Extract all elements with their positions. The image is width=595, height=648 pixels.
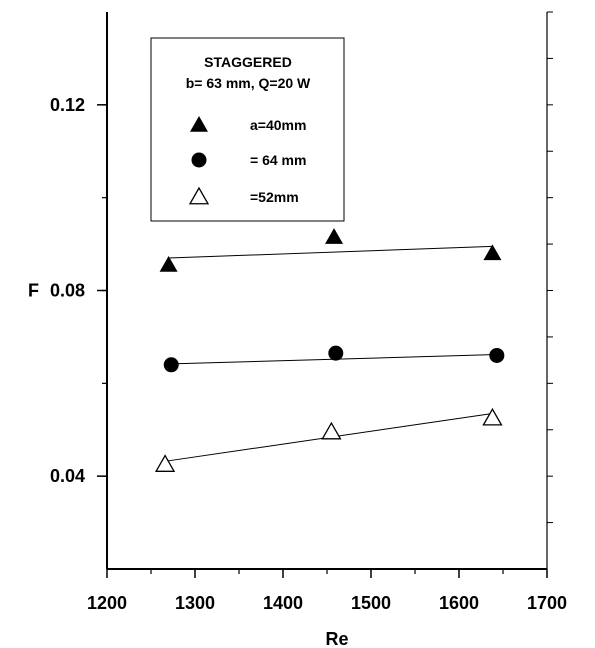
legend: STAGGERED b= 63 mm, Q=20 W a=40mm = 64 mm =5… <box>150 37 345 222</box>
legend-marker-series-2 <box>191 152 207 168</box>
x-tick-label: 1400 <box>263 593 303 613</box>
y-tick-label: 0.12 <box>50 95 85 115</box>
legend-box <box>150 37 345 222</box>
x-axis: 1200 1300 1400 1500 1600 1700 <box>87 569 567 613</box>
x-tick-label: 1600 <box>439 593 479 613</box>
legend-marker-series-1 <box>190 116 208 132</box>
y-axis-label: F <box>28 281 39 301</box>
legend-marker-series-3 <box>188 186 210 205</box>
data-point-series-1 <box>325 228 344 244</box>
y-axis: 0.04 0.08 0.12 <box>50 11 553 524</box>
y-tick-label: 0.08 <box>50 281 85 301</box>
x-tick-label: 1700 <box>527 593 567 613</box>
x-axis-label: Re <box>325 629 348 648</box>
data-point-series-1 <box>483 244 502 261</box>
legend-label-series-2: = 64 mm <box>250 152 306 168</box>
legend-title-line1: STAGGERED <box>204 54 292 70</box>
data-points <box>154 228 505 472</box>
fit-line-series-1 <box>168 245 493 259</box>
x-tick-label: 1500 <box>351 593 391 613</box>
x-tick-label: 1200 <box>87 593 127 613</box>
legend-label-series-1: a=40mm <box>250 117 306 133</box>
legend-title-line2: b= 63 mm, Q=20 W <box>186 75 311 91</box>
data-point-series-3 <box>154 454 176 472</box>
data-point-series-3 <box>482 407 503 426</box>
legend-label-series-3: =52mm <box>250 189 299 205</box>
data-point-series-2 <box>489 347 505 363</box>
data-point-series-2 <box>328 345 344 361</box>
x-tick-label: 1300 <box>175 593 215 613</box>
data-point-series-1 <box>159 255 178 272</box>
data-point-series-3 <box>321 421 342 440</box>
y-tick-label: 0.04 <box>50 466 85 486</box>
data-point-series-2 <box>163 357 179 373</box>
